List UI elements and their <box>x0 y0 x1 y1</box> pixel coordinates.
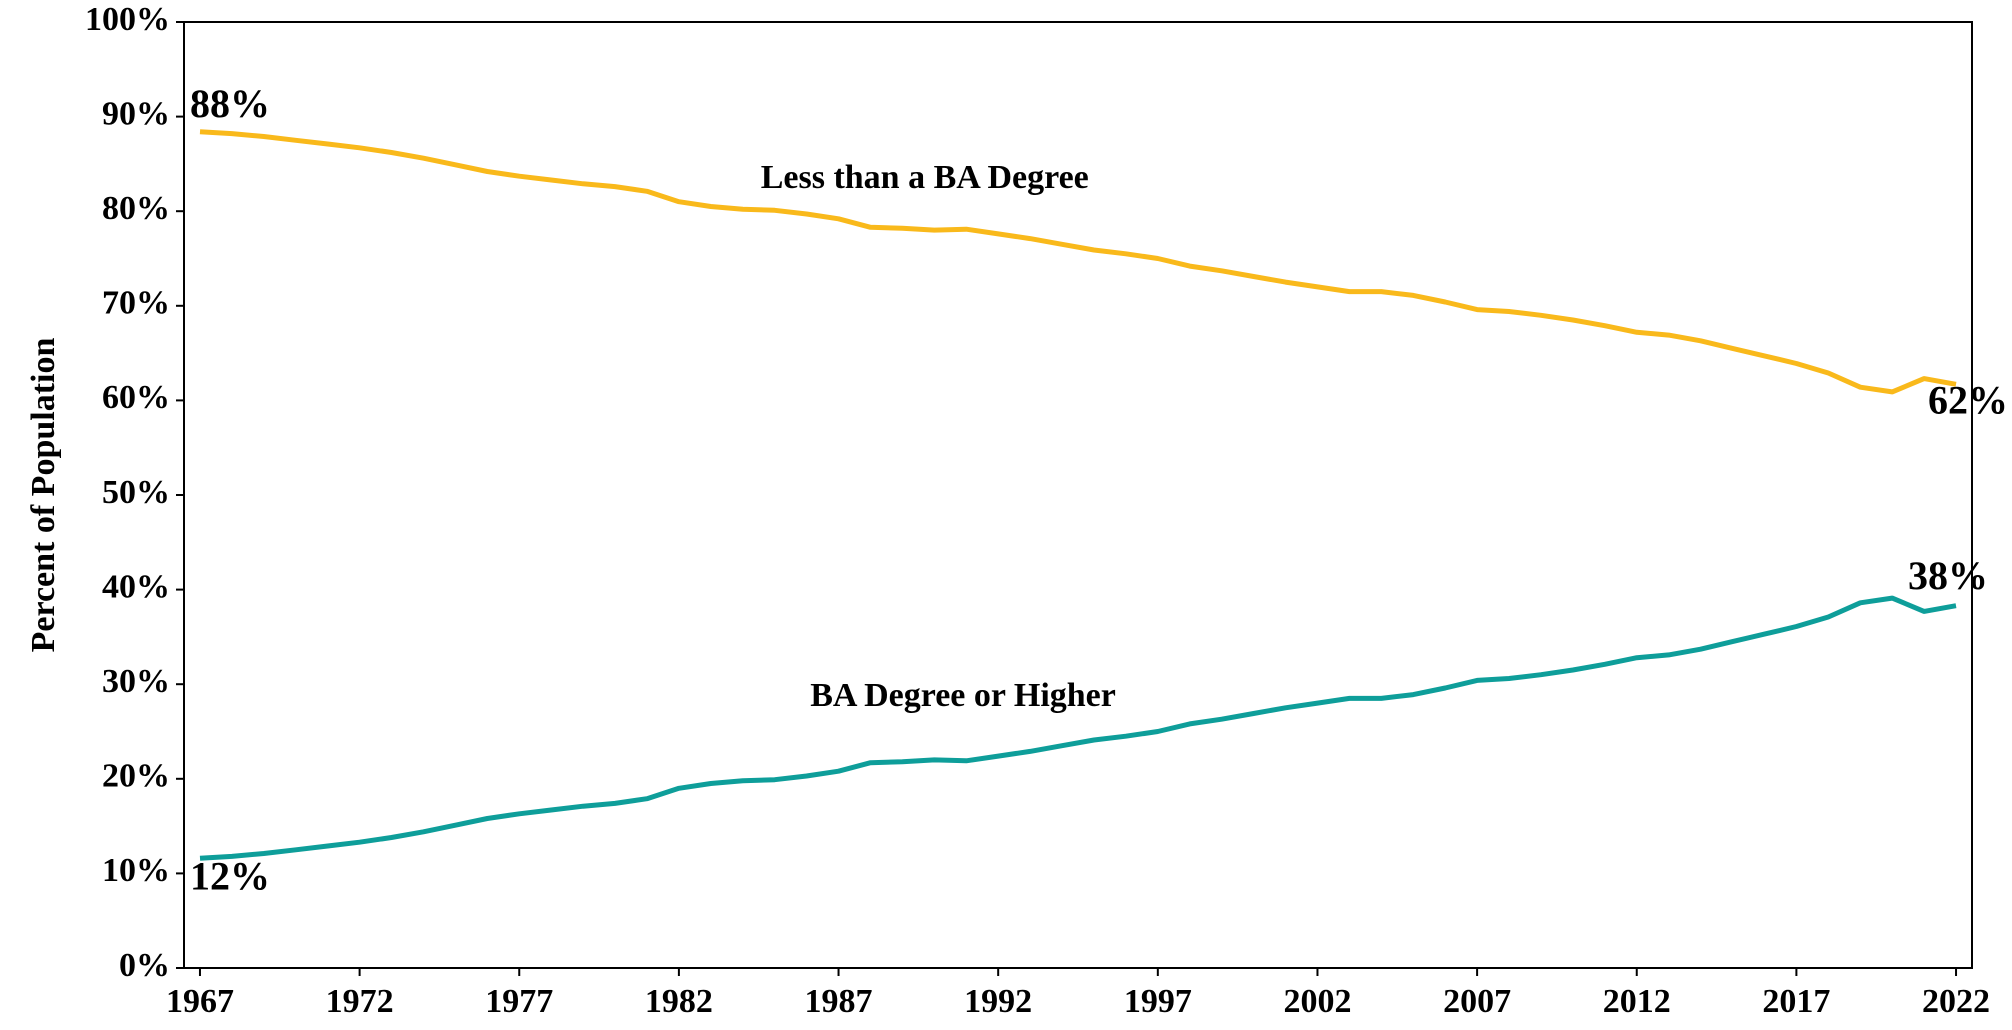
y-tick-label: 90% <box>102 95 170 132</box>
x-tick-label: 1982 <box>645 983 713 1020</box>
y-tick-label: 30% <box>102 663 170 700</box>
y-tick-label: 70% <box>102 285 170 322</box>
value-label: 12% <box>190 853 270 898</box>
value-label: 88% <box>190 81 270 126</box>
y-tick-label: 10% <box>102 852 170 889</box>
y-axis-label: Percent of Population <box>25 338 62 653</box>
y-tick-label: 60% <box>102 379 170 416</box>
y-tick-label: 50% <box>102 474 170 511</box>
x-tick-label: 2017 <box>1762 983 1830 1020</box>
x-tick-label: 2007 <box>1443 983 1511 1020</box>
x-tick-label: 1987 <box>805 983 873 1020</box>
y-tick-label: 100% <box>85 1 170 38</box>
x-tick-label: 1972 <box>326 983 394 1020</box>
series-label: Less than a BA Degree <box>761 159 1089 196</box>
x-tick-label: 2012 <box>1603 983 1671 1020</box>
value-label: 62% <box>1928 377 2008 422</box>
x-tick-label: 2022 <box>1922 983 1990 1020</box>
series-label: BA Degree or Higher <box>810 677 1116 714</box>
series-line <box>199 129 1957 395</box>
x-tick-label: 1977 <box>485 983 553 1020</box>
y-tick-label: 80% <box>102 190 170 227</box>
y-tick-label: 0% <box>119 947 170 984</box>
x-tick-label: 1992 <box>964 983 1032 1020</box>
x-tick-label: 2002 <box>1283 983 1351 1020</box>
x-tick-label: 1967 <box>166 983 234 1020</box>
y-tick-label: 20% <box>102 758 170 795</box>
value-label: 38% <box>1908 553 1988 598</box>
x-tick-label: 1997 <box>1124 983 1192 1020</box>
y-tick-label: 40% <box>102 568 170 605</box>
series-line <box>199 595 1957 861</box>
